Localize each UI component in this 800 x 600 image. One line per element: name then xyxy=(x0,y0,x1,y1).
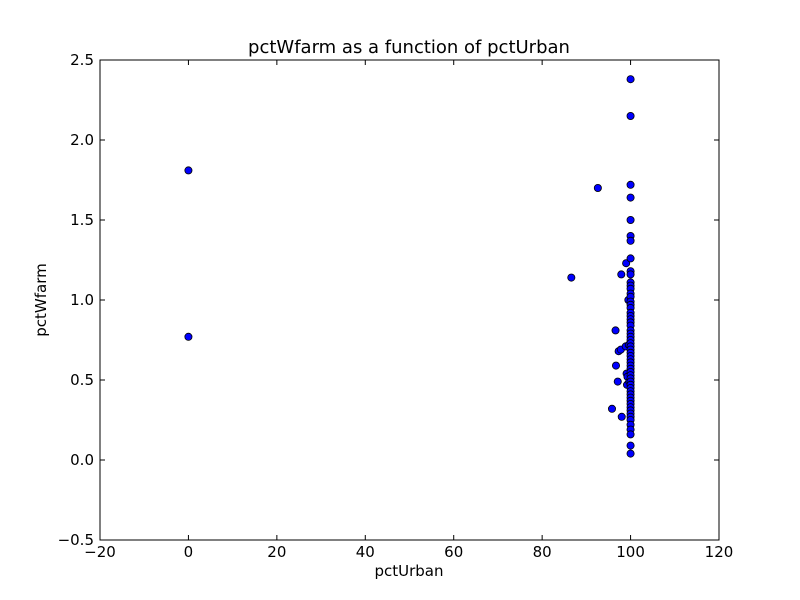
y-tick-label: 2.0 xyxy=(70,131,94,149)
scatter-point xyxy=(626,430,635,439)
y-tick-label: 1.5 xyxy=(70,211,94,229)
scatter-point xyxy=(626,112,635,121)
x-tick-label: −20 xyxy=(84,543,116,561)
x-tick-label: 80 xyxy=(533,543,552,561)
scatter-point xyxy=(626,193,635,202)
scatter-point xyxy=(626,254,635,263)
scatter-point xyxy=(626,215,635,224)
scatter-point xyxy=(184,166,193,175)
x-tick-label: 100 xyxy=(616,543,645,561)
y-tick-label: 1.0 xyxy=(70,291,94,309)
scatter-point xyxy=(626,180,635,189)
scatter-point xyxy=(593,183,602,192)
chart-title: pctWfarm as a function of pctUrban xyxy=(248,37,570,58)
scatter-point xyxy=(608,404,617,413)
plot-area-frame xyxy=(99,59,720,541)
y-tick-label: 0.5 xyxy=(70,371,94,389)
y-tick-label: 0.0 xyxy=(70,451,94,469)
scatter-point xyxy=(613,377,622,386)
scatter-point xyxy=(626,75,635,84)
x-axis-ticks: −20 0 20 40 60 80 100 120 xyxy=(84,60,733,561)
x-axis-label: pctUrban xyxy=(374,562,443,580)
scatter-point xyxy=(626,449,635,458)
scatter-point xyxy=(184,332,193,341)
x-tick-label: 60 xyxy=(444,543,463,561)
scatter-point xyxy=(567,273,576,282)
scatter-point xyxy=(626,270,635,279)
x-tick-label: 40 xyxy=(356,543,375,561)
scatter-point xyxy=(617,412,626,421)
scatter-point xyxy=(611,326,620,335)
scatter-point xyxy=(626,236,635,245)
x-tick-label: 0 xyxy=(184,543,194,561)
y-axis-ticks: −0.5 0.0 0.5 1.0 1.5 2.0 2.5 xyxy=(58,51,719,549)
scatter-point xyxy=(626,441,635,450)
x-tick-label: 120 xyxy=(705,543,734,561)
scatter-point xyxy=(617,270,626,279)
y-tick-label: −0.5 xyxy=(58,531,94,549)
scatter-points xyxy=(184,75,635,458)
scatter-point xyxy=(611,361,620,370)
y-tick-label: 2.5 xyxy=(70,51,94,69)
x-tick-label: 20 xyxy=(267,543,286,561)
y-axis-label: pctWfarm xyxy=(32,263,50,336)
